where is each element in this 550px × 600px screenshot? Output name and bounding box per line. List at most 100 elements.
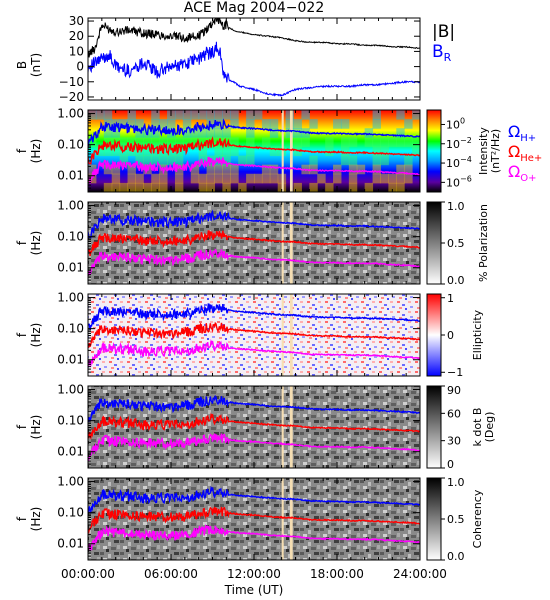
- ion-legend-symbol: Ω: [508, 142, 520, 161]
- intensity-cell: [222, 182, 231, 192]
- intensity-cell: [151, 155, 160, 166]
- ellipticity-f-label: f: [15, 332, 29, 337]
- intensity-cell: [356, 164, 366, 175]
- intensity-colorbar-tick-label: 10−2: [446, 136, 472, 151]
- intensity-cell: [119, 182, 129, 192]
- intensity-cell: [167, 128, 176, 138]
- polarization-spectrogram: [88, 202, 420, 284]
- intensity-cell: [103, 110, 113, 120]
- ellipticity-spectrogram: [88, 294, 420, 376]
- intensity-cell: [159, 182, 168, 192]
- intensity-cell: [333, 173, 342, 184]
- intensity-cell: [388, 173, 397, 184]
- intensity-cell: [230, 173, 239, 184]
- gyrofrequency-H-plus-line: [88, 303, 420, 331]
- figure-title: ACE Mag 2004−022: [184, 0, 324, 16]
- intensity-cell: [404, 173, 413, 184]
- intensity-cell: [222, 164, 231, 175]
- freq-ytick-label: 0.10: [57, 322, 84, 336]
- data-gap-stripe: [281, 386, 284, 468]
- gyrofrequency-H-plus-line: [88, 209, 420, 239]
- intensity-cell: [238, 155, 247, 166]
- intensity-cell: [190, 128, 200, 138]
- intensity-cell: [388, 137, 397, 147]
- intensity-colorbar-tick-base: 10: [446, 118, 460, 131]
- data-gap-stripe: [281, 478, 284, 560]
- intensity-cell: [198, 173, 208, 184]
- intensity-cell: [174, 137, 184, 147]
- intensity-cell: [285, 119, 295, 129]
- freq-ytick-label: 1.00: [57, 383, 84, 397]
- intensity-cell: [214, 164, 223, 175]
- polarization-colorbar-scale: [426, 201, 442, 285]
- intensity-cell: [174, 146, 184, 157]
- ion-legend-symbol: Ω: [508, 122, 520, 141]
- intensity-cell: [261, 119, 271, 129]
- freq-ytick-label: 0.01: [57, 261, 84, 275]
- intensity-cell: [198, 110, 208, 120]
- polarization-f-label: f: [15, 240, 29, 245]
- intensity-cell: [143, 137, 152, 147]
- intensity-cell: [222, 173, 231, 184]
- ellipticity-colorbar-scale: [426, 293, 442, 377]
- x-axis-label: Time (UT): [224, 583, 284, 597]
- intensity-colorbar-tick-label: 10−6: [446, 174, 472, 189]
- mag-ytick-label: 30: [69, 14, 84, 28]
- intensity-cell: [198, 137, 208, 147]
- intensity-cell: [135, 128, 144, 138]
- intensity-cell: [325, 182, 334, 192]
- intensity-cell: [364, 128, 374, 138]
- intensity-cell: [261, 137, 271, 147]
- intensity-spectrogram: [88, 110, 420, 192]
- coherency-f-label: f: [15, 516, 29, 521]
- intensity-cell: [269, 146, 279, 157]
- intensity-cell: [111, 164, 121, 175]
- intensity-cell: [159, 137, 168, 147]
- x-tick-label: 00:00:00: [61, 567, 115, 581]
- intensity-cell: [190, 164, 200, 175]
- ellipticity-colorbar: 1 0 −1 Ellipticity: [426, 292, 484, 379]
- intensity-cell: [372, 164, 381, 175]
- coherency-spectrogram: [88, 478, 420, 560]
- intensity-cell: [190, 137, 200, 147]
- intensity-cell: [372, 119, 381, 129]
- intensity-colorbar-scale: [426, 109, 442, 193]
- intensity-cell: [174, 110, 184, 120]
- colorbar-tick-label: 60: [447, 407, 461, 420]
- intensity-cell: [143, 182, 152, 192]
- x-tick-label: 12:00:00: [227, 567, 281, 581]
- intensity-cell: [151, 146, 160, 157]
- gyrofrequency-O-plus-line: [88, 339, 420, 368]
- intensity-cell: [151, 137, 160, 147]
- intensity-cell: [309, 119, 318, 129]
- intensity-cell: [246, 173, 255, 184]
- intensity-cell: [159, 173, 168, 184]
- intensity-cell: [388, 182, 397, 192]
- intensity-cell: [293, 182, 302, 192]
- intensity-cell: [135, 137, 144, 147]
- gyrofrequency-H-plus-line: [88, 394, 420, 423]
- intensity-cell: [285, 110, 295, 120]
- ion-legend-O-plus: ΩO+: [508, 162, 536, 184]
- polarization-panel: 1.00 0.10 0.01 f (Hz): [15, 199, 421, 285]
- intensity-cell: [333, 119, 342, 129]
- intensity-cell: [103, 164, 113, 175]
- ellipticity-colorbar-label: Ellipticity: [471, 309, 484, 360]
- gyrofrequency-He-plus-line: [88, 136, 420, 165]
- data-gap-stripe: [281, 294, 284, 376]
- intensity-cell: [293, 146, 302, 157]
- intensity-cell: [230, 146, 239, 157]
- data-gap-stripe: [281, 202, 284, 284]
- intensity-cell: [214, 128, 223, 138]
- intensity-cell: [230, 164, 239, 175]
- freq-ytick-label: 1.00: [57, 475, 84, 489]
- intensity-cell: [174, 155, 184, 166]
- ellipticity-panel: 1.00 0.10 0.01 f (Hz): [15, 291, 421, 377]
- intensity-cell: [167, 146, 176, 157]
- data-gap-stripe: [289, 386, 293, 468]
- x-tick-label: 18:00:00: [310, 567, 364, 581]
- ion-legend-H-plus: ΩH+: [508, 122, 536, 144]
- intensity-cell: [404, 119, 413, 129]
- intensity-cell: [222, 110, 231, 120]
- colorbar-tick-label: 0: [447, 458, 454, 471]
